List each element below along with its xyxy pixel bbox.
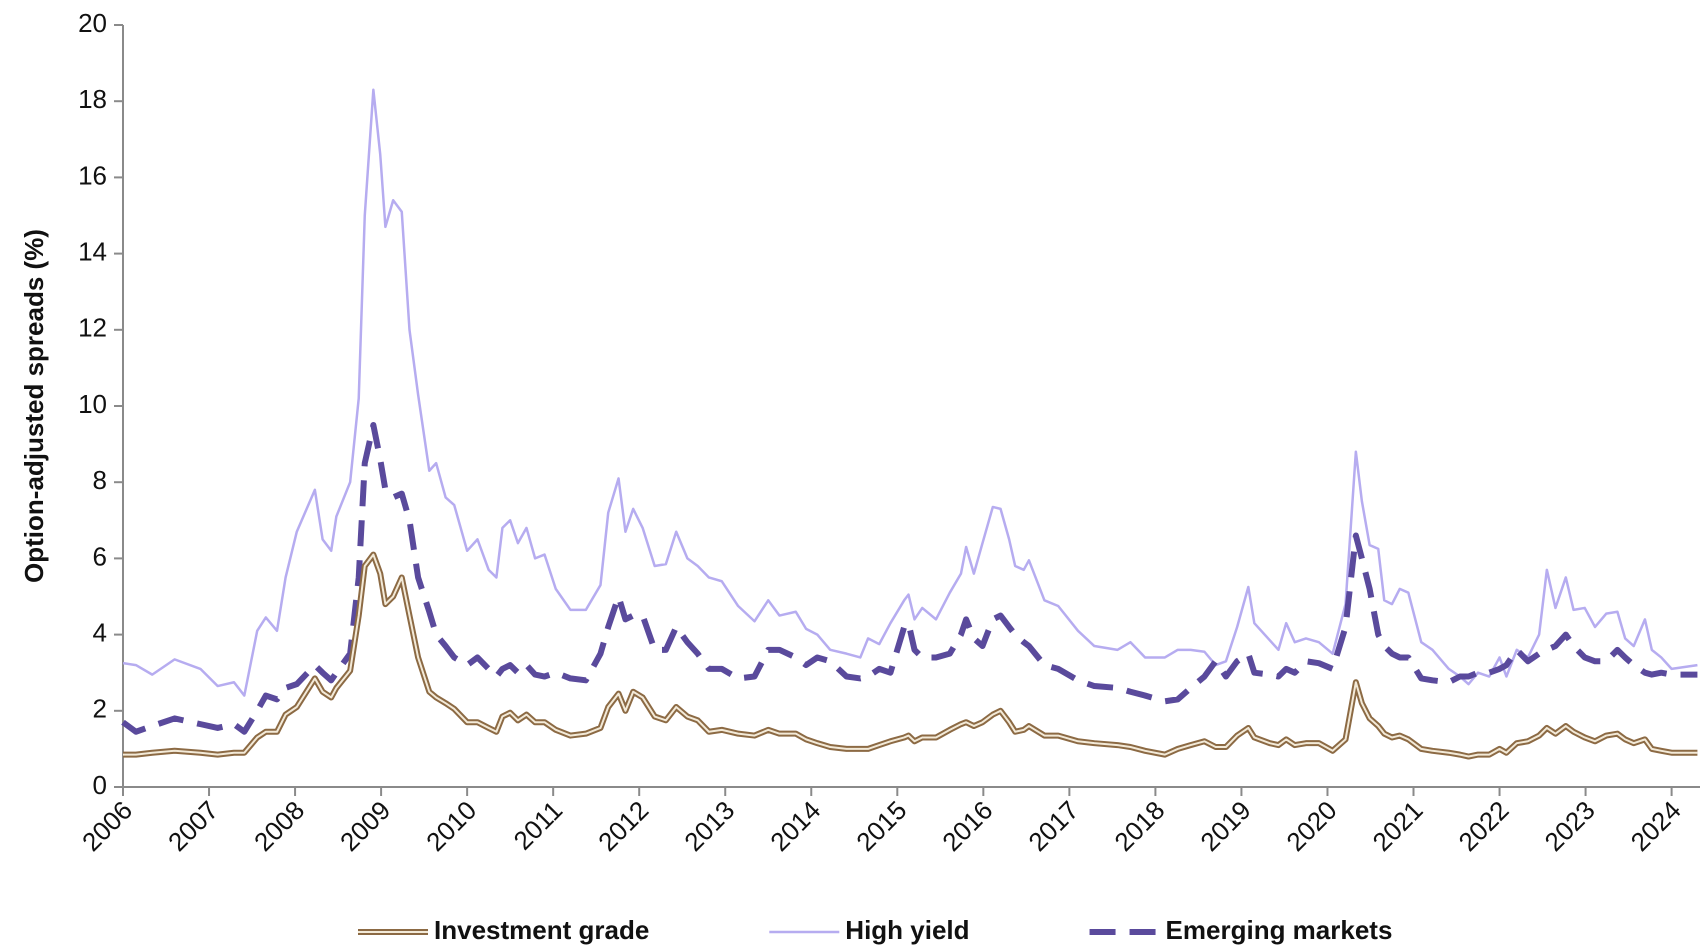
y-tick-label: 4 bbox=[93, 617, 107, 647]
series-line bbox=[122, 88, 1698, 697]
y-tick-label: 10 bbox=[78, 389, 107, 419]
x-tick-label: 2009 bbox=[334, 795, 396, 857]
y-tick-label: 8 bbox=[93, 465, 107, 495]
legend-label: Emerging markets bbox=[1166, 915, 1393, 945]
x-tick-label: 2017 bbox=[1022, 795, 1084, 857]
legend-label: High yield bbox=[845, 915, 969, 945]
x-tick-label: 2019 bbox=[1194, 795, 1256, 857]
y-tick-label: 2 bbox=[93, 694, 107, 724]
x-tick-label: 2006 bbox=[76, 795, 138, 857]
x-tick-label: 2008 bbox=[248, 795, 310, 857]
y-tick-label: 18 bbox=[78, 84, 107, 114]
series-line bbox=[121, 422, 1698, 735]
x-tick-label: 2024 bbox=[1625, 795, 1687, 857]
y-tick-label: 14 bbox=[78, 236, 107, 266]
legend-label: Investment grade bbox=[434, 915, 649, 945]
y-tick-label: 0 bbox=[93, 770, 107, 800]
x-tick-label: 2007 bbox=[162, 795, 224, 857]
x-tick-label: 2015 bbox=[850, 795, 912, 857]
x-tick-label: 2016 bbox=[936, 795, 998, 857]
y-tick-label: 16 bbox=[78, 160, 107, 190]
x-tick-label: 2010 bbox=[420, 795, 482, 857]
x-tick-label: 2018 bbox=[1108, 795, 1170, 857]
x-tick-label: 2011 bbox=[508, 795, 569, 856]
series-line-core bbox=[123, 553, 1698, 758]
x-tick-label: 2022 bbox=[1453, 795, 1515, 857]
y-tick-label: 12 bbox=[78, 313, 107, 343]
y-axis-label: Option-adjusted spreads (%) bbox=[19, 229, 49, 583]
x-tick-label: 2023 bbox=[1539, 795, 1601, 857]
x-tick-label: 2020 bbox=[1280, 795, 1342, 857]
x-tick-label: 2021 bbox=[1366, 795, 1428, 857]
y-tick-label: 6 bbox=[93, 541, 107, 571]
x-tick-label: 2012 bbox=[592, 795, 654, 857]
x-tick-label: 2014 bbox=[764, 795, 826, 857]
y-tick-label: 20 bbox=[78, 8, 107, 38]
x-tick-label: 2013 bbox=[678, 795, 740, 857]
